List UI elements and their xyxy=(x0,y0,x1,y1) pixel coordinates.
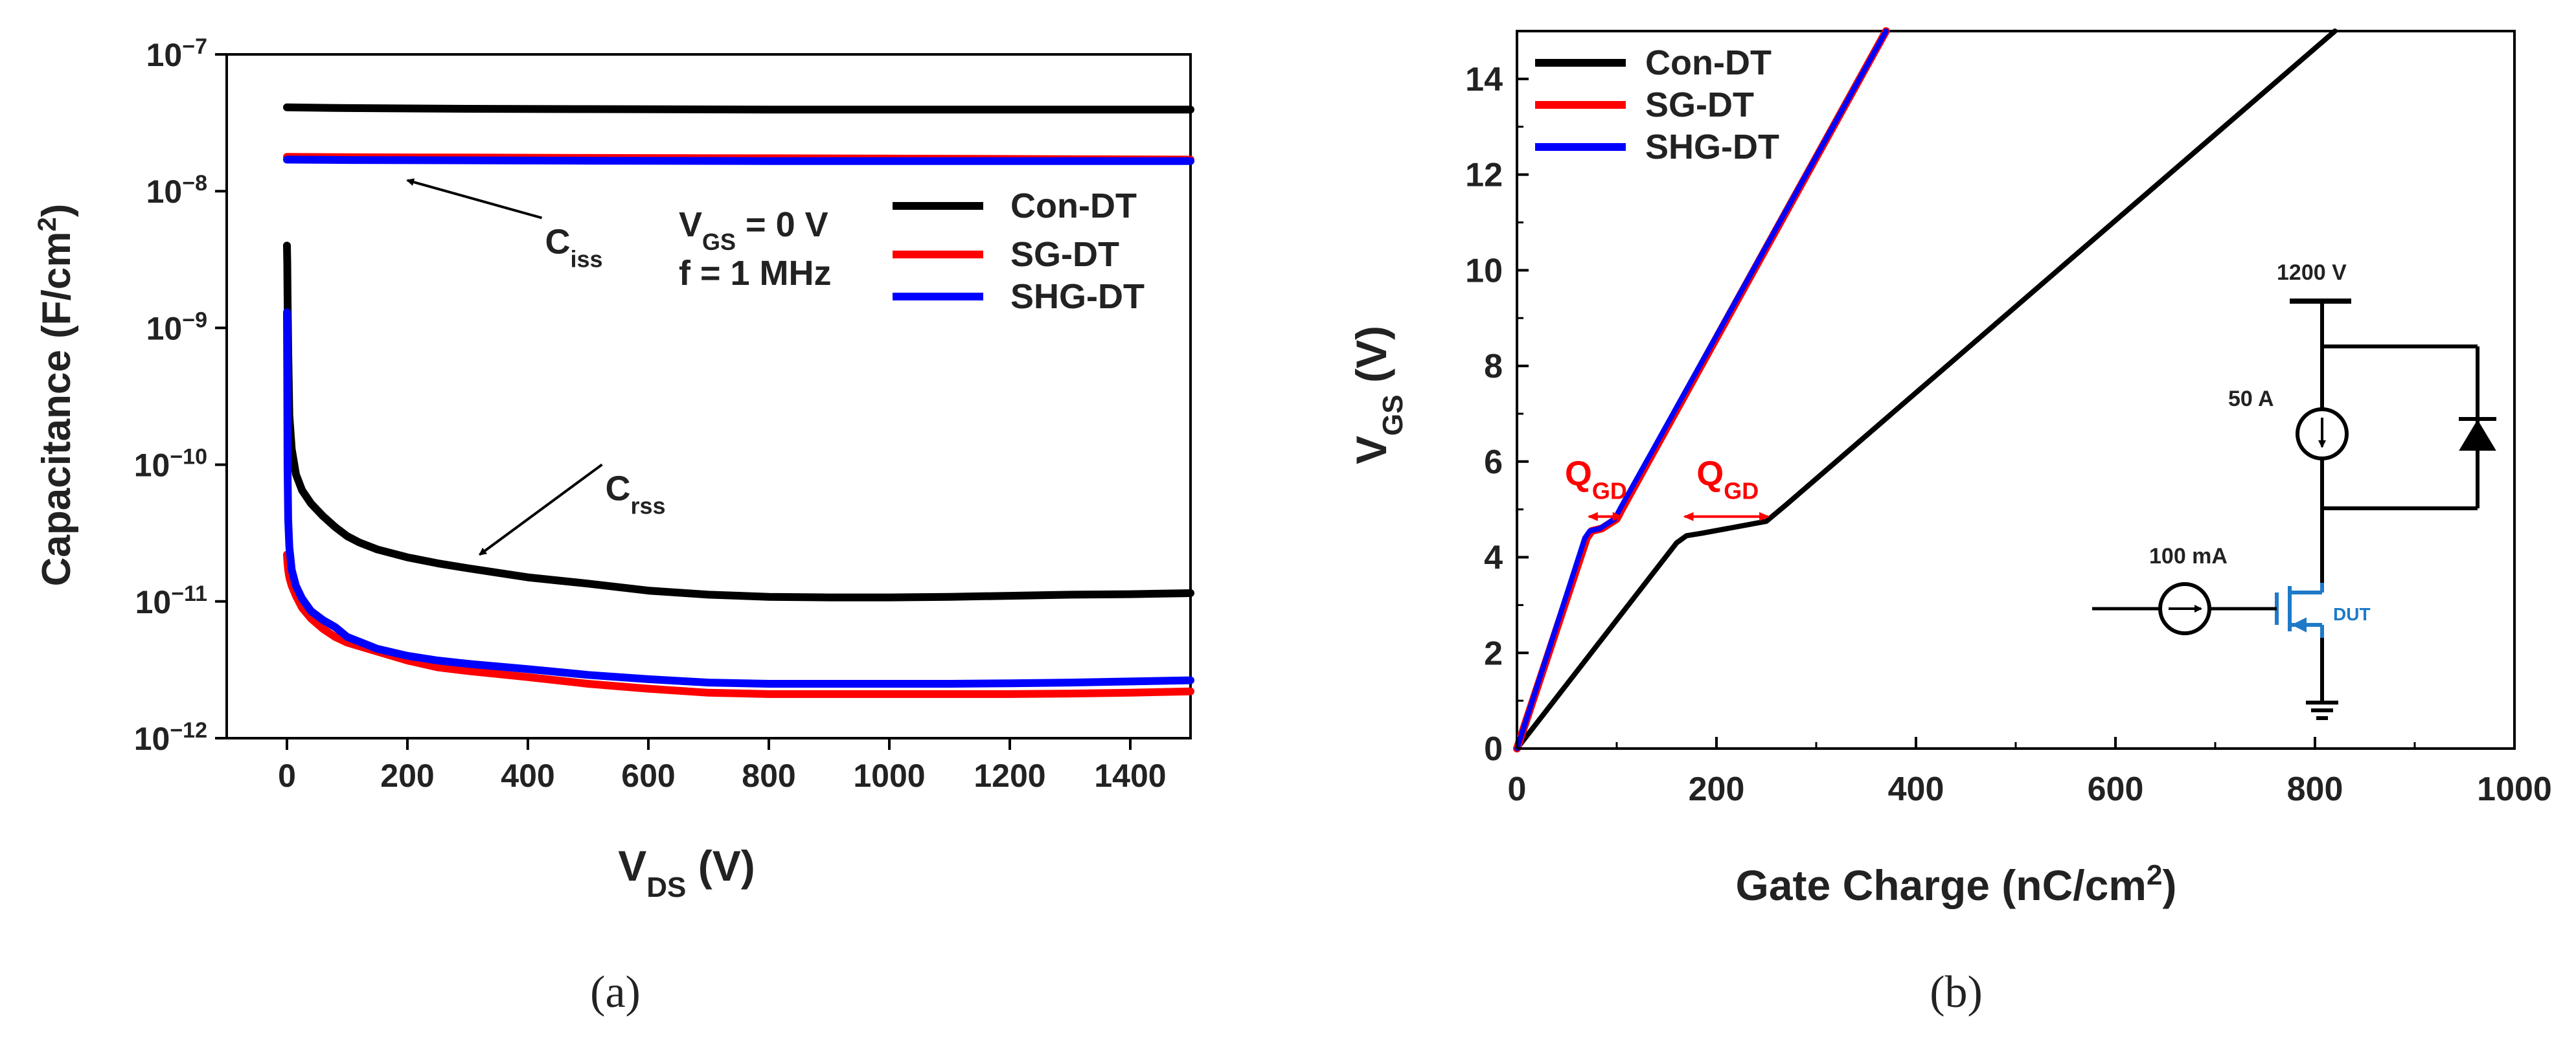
circuit-dut-mosfet-icon xyxy=(2275,583,2324,638)
panel-a-x-tick-label: 800 xyxy=(742,758,795,794)
panel-a-series-sg-dt-crss xyxy=(283,550,1194,698)
panel-b-legend: Con-DT SG-DT SHG-DT xyxy=(1535,43,1779,166)
panel-a: 0 200 400 600 800 1000 1200 1400 10−7 10−8 10−9 10−… xyxy=(33,34,1194,1017)
panel-b-legend-label-sg: SG-DT xyxy=(1645,85,1754,124)
panel-b-x-tick-label: 400 xyxy=(1888,771,1944,808)
panel-a-series-shg-dt-crss xyxy=(283,308,1194,688)
panel-b-x-tick-label: 600 xyxy=(2088,771,2144,808)
panel-a-y-tick-label: 10−10 xyxy=(134,445,207,484)
panel-b-annotation-qgd-1: QGD xyxy=(1565,455,1627,521)
panel-b-test-circuit: 1200 V 50 A DUT xyxy=(2092,260,2496,720)
panel-a-x-tick-label: 0 xyxy=(278,758,296,794)
panel-a-y-tick-label: 10−12 xyxy=(134,718,207,757)
panel-a-x-axis-label: VDS (V) xyxy=(618,842,755,903)
panel-a-ciss-arrow xyxy=(406,178,543,220)
panel-a-crss-label: Crss xyxy=(606,469,666,519)
panel-b-y-tick-label: 10 xyxy=(1465,252,1503,289)
panel-b-y-tick-label: 14 xyxy=(1465,61,1503,98)
panel-b-qgd-label-1: QGD xyxy=(1565,455,1627,504)
circuit-dut-label: DUT xyxy=(2333,604,2371,624)
panel-a-legend-label-con: Con-DT xyxy=(1010,186,1137,225)
panel-a-annotation-ciss: Ciss xyxy=(406,178,603,272)
panel-a-y-tick-label: 10−9 xyxy=(146,308,207,346)
panel-a-x-tick-label: 1200 xyxy=(974,758,1045,794)
panel-a-x-tick-label: 400 xyxy=(501,758,554,794)
panel-a-y-tick-label: 10−7 xyxy=(146,34,207,73)
circuit-diode-icon xyxy=(2459,420,2496,451)
panel-a-x-tick-label: 1000 xyxy=(853,758,925,794)
panel-b-annotation-qgd-2: QGD xyxy=(1683,455,1770,521)
panel-b-x-tick-label: 800 xyxy=(2287,771,2343,808)
panel-b-y-tick-label: 6 xyxy=(1484,444,1503,481)
panel-b-legend-label-shg: SHG-DT xyxy=(1645,128,1779,166)
panel-a-ciss-label: Ciss xyxy=(545,222,603,272)
panel-b-y-tick-label: 12 xyxy=(1465,157,1503,194)
panel-b-x-axis-label: Gate Charge (nC/cm2) xyxy=(1736,859,2177,910)
panel-a-condition-freq: f = 1 MHz xyxy=(679,254,832,293)
panel-a-legend-label-shg: SHG-DT xyxy=(1010,277,1145,316)
panel-b-y-tick-label: 4 xyxy=(1484,539,1503,577)
panel-b-series-shg-dt xyxy=(1514,28,1889,751)
panel-a-crss-arrow xyxy=(478,463,603,556)
panel-a-x-tick-label: 1400 xyxy=(1094,758,1166,794)
panel-b-y-tick-label: 2 xyxy=(1484,635,1503,672)
panel-b-x-tick-label: 1000 xyxy=(2477,771,2552,808)
panel-a-legend-label-sg: SG-DT xyxy=(1010,235,1119,274)
panel-b-x-tick-label: 0 xyxy=(1508,771,1527,808)
panel-a-series-shg-dt-ciss xyxy=(283,155,1194,165)
panel-b-x-tick-label: 200 xyxy=(1689,771,1745,808)
panel-b-series-con-dt xyxy=(1514,28,2338,751)
panel-b-caption: (b) xyxy=(1930,967,1983,1017)
panel-a-condition-vgs: VGS = 0 V xyxy=(679,205,828,255)
panel-b-y-axis-label: VGS (V) xyxy=(1347,326,1409,464)
panel-b-y-tick-label: 8 xyxy=(1484,348,1503,385)
panel-a-y-tick-label: 10−11 xyxy=(135,581,207,620)
panel-a-series-con-dt-ciss xyxy=(283,103,1194,114)
panel-a-y-axis-label: Capacitance (F/cm2) xyxy=(33,204,79,587)
panel-a-legend: Con-DT SG-DT SHG-DT xyxy=(893,186,1145,316)
circuit-load-current-label: 50 A xyxy=(2228,387,2274,411)
circuit-gate-current-label: 100 mA xyxy=(2149,544,2228,569)
circuit-supply-label: 1200 V xyxy=(2277,260,2347,285)
panel-a-plot-frame xyxy=(225,53,1192,739)
panel-a-x-tick-label: 600 xyxy=(621,758,675,794)
panel-a-x-tick-label: 200 xyxy=(380,758,434,794)
panel-a-caption: (a) xyxy=(590,967,641,1017)
panel-b-legend-label-con: Con-DT xyxy=(1645,43,1772,82)
panel-a-y-tick-label: 10−8 xyxy=(146,171,207,210)
panel-b-qgd-label-2: QGD xyxy=(1696,455,1759,504)
panel-b-y-tick-label: 0 xyxy=(1484,730,1503,768)
panel-a-annotation-crss: Crss xyxy=(478,463,666,556)
panel-b: 0 200 400 600 800 1000 0 2 4 6 8 10 12 14 VGS (V) Gat… xyxy=(1347,27,2552,1017)
